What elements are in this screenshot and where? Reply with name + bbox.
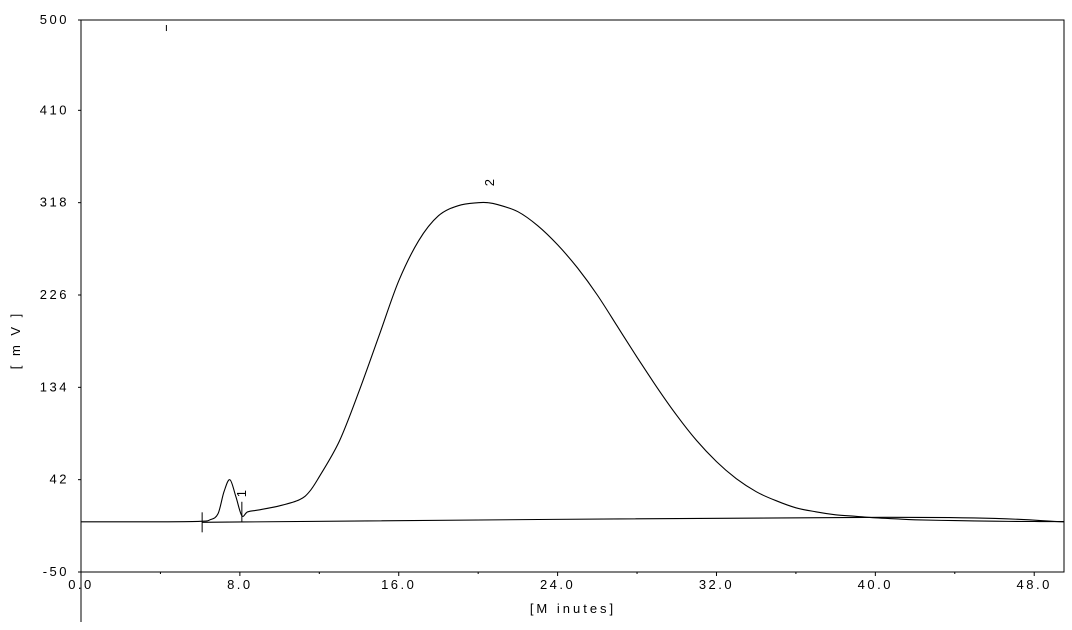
y-tick-label: 318 — [40, 195, 69, 210]
y-tick-label: 226 — [40, 287, 69, 302]
baseline-trace — [202, 516, 1065, 523]
peak-label: 2 — [482, 179, 497, 186]
x-tick-label: 24.0 — [540, 577, 575, 592]
x-tick-label: 32.0 — [699, 577, 734, 592]
x-tick-label: 8.0 — [227, 577, 253, 592]
traces — [80, 201, 1065, 523]
y-tick-label: 42 — [50, 472, 69, 487]
y-tick-label: 410 — [40, 102, 69, 117]
y-axis-title: [ m V ] — [8, 311, 23, 370]
axes — [80, 19, 1065, 622]
x-tick-label: 16.0 — [381, 577, 416, 592]
x-tick-label: 48.0 — [1017, 577, 1052, 592]
peak-label: 1 — [234, 490, 249, 497]
y-tick-label: -50 — [43, 564, 69, 579]
signal-trace — [80, 201, 1065, 523]
y-tick-label: 134 — [40, 379, 69, 394]
tick-marks: -50 42 134 226 318 410 500 0.0 8.0 16.0 24.0 32.0 40… — [40, 12, 1052, 592]
plot-frame — [80, 19, 1065, 573]
x-axis-title: [M inutes] — [530, 601, 616, 616]
x-tick-label: 40.0 — [858, 577, 893, 592]
y-tick-label: 500 — [40, 12, 69, 27]
x-tick-label: 0.0 — [68, 577, 94, 592]
peak-annotations: 12 — [165, 25, 497, 533]
